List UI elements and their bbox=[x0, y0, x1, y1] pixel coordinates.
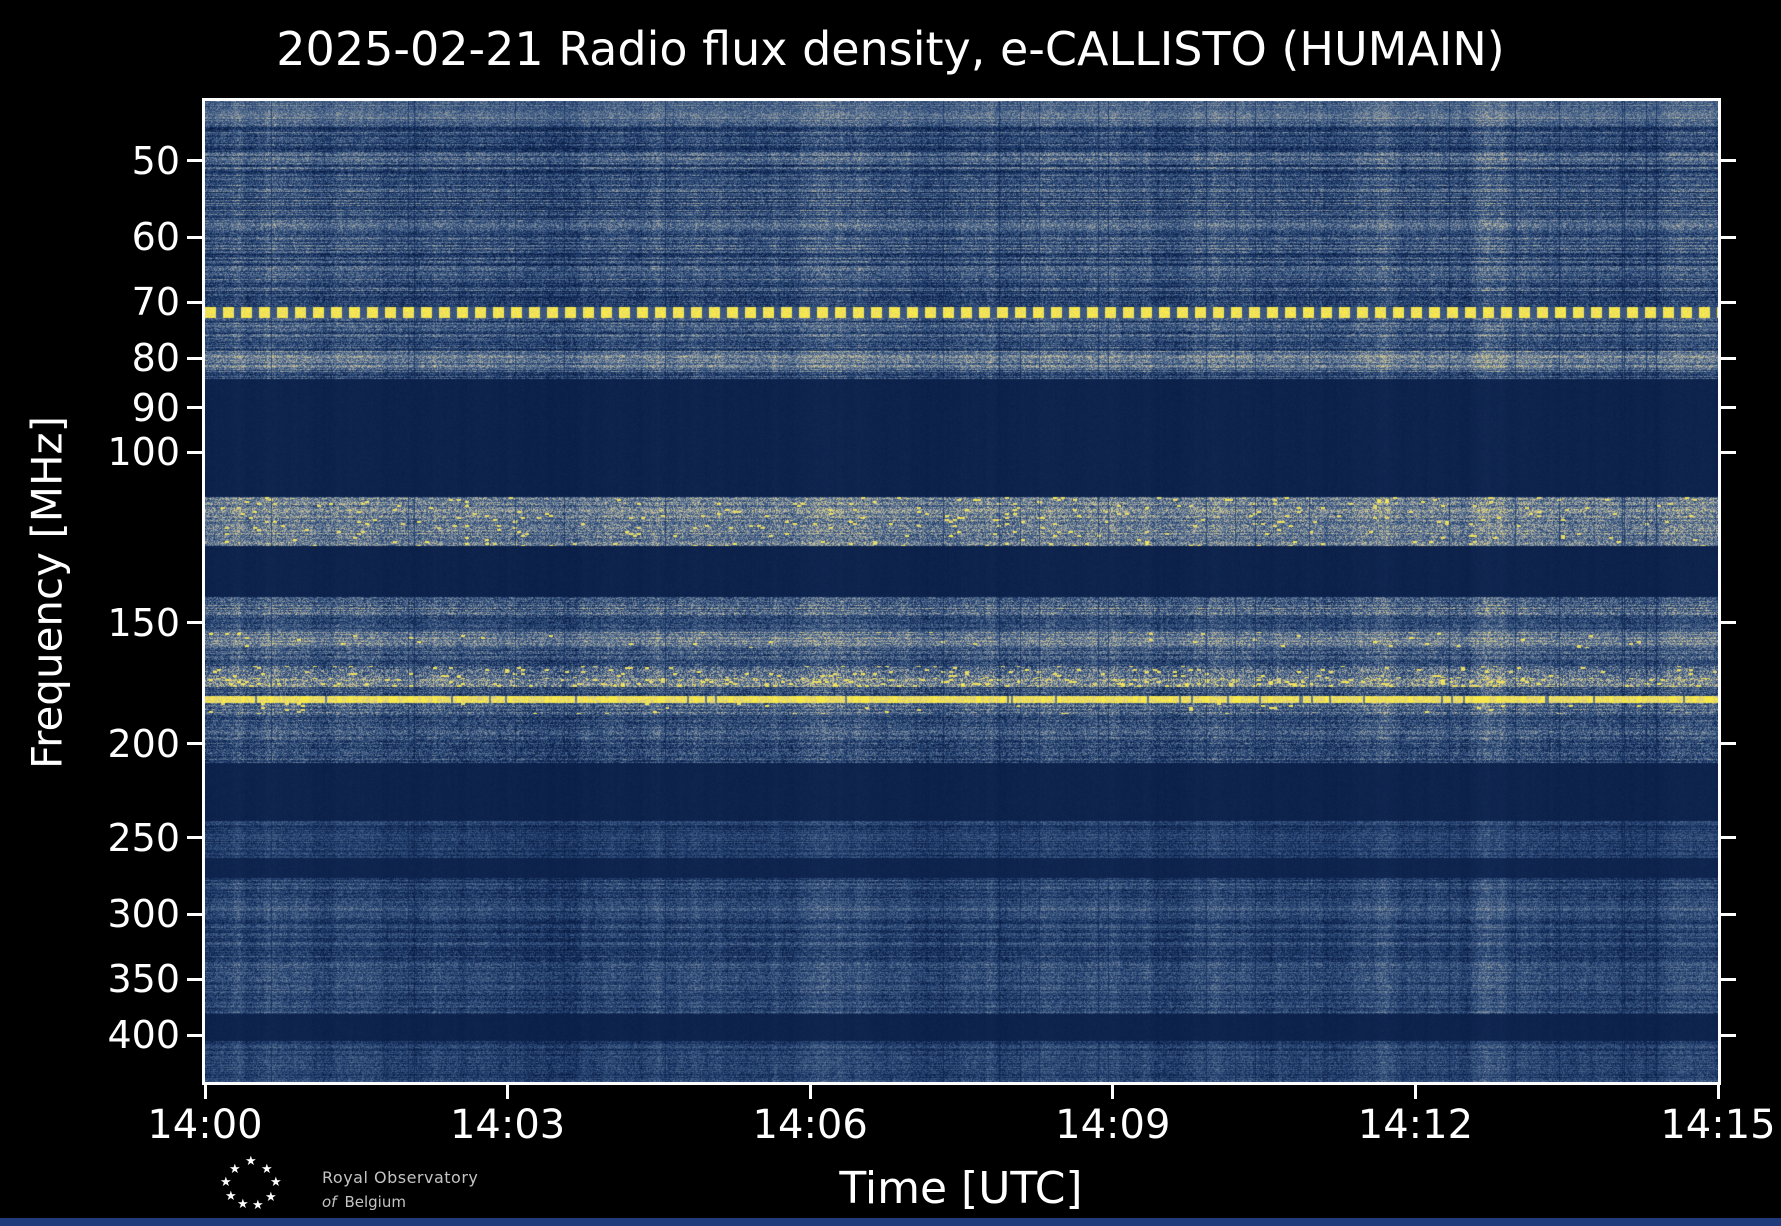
x-tick-label-14:15: 14:15 bbox=[1660, 1102, 1776, 1148]
y-tick-mark bbox=[187, 742, 202, 746]
rob-logo-line2-belgium: Belgium bbox=[344, 1193, 406, 1211]
y-tick-mark bbox=[1721, 1033, 1736, 1037]
x-tick-mark bbox=[1413, 1085, 1417, 1099]
plot-area bbox=[202, 98, 1721, 1085]
x-tick-label-14:06: 14:06 bbox=[752, 1102, 868, 1148]
y-tick-label-150: 150 bbox=[107, 600, 180, 645]
star-icon: ★ bbox=[261, 1162, 273, 1177]
y-tick-mark bbox=[187, 836, 202, 840]
y-tick-label-50: 50 bbox=[131, 138, 180, 183]
star-icon: ★ bbox=[265, 1190, 277, 1205]
star-icon: ★ bbox=[252, 1198, 264, 1213]
y-tick-label-80: 80 bbox=[131, 336, 180, 381]
star-icon: ★ bbox=[245, 1154, 257, 1169]
x-axis-label: Time [UTC] bbox=[839, 1163, 1083, 1214]
x-tick-mark bbox=[808, 1085, 812, 1099]
y-tick-label-60: 60 bbox=[131, 215, 180, 260]
y-tick-mark bbox=[187, 356, 202, 360]
y-tick-mark bbox=[1721, 742, 1736, 746]
spectrogram-canvas bbox=[205, 101, 1718, 1082]
bottom-strip bbox=[0, 1218, 1781, 1226]
y-tick-mark bbox=[1721, 159, 1736, 163]
y-tick-label-250: 250 bbox=[107, 815, 180, 860]
y-tick-mark bbox=[187, 450, 202, 454]
rob-logo-line2-of: of bbox=[322, 1193, 337, 1211]
rob-logo-line2: of Belgium bbox=[322, 1193, 478, 1211]
rob-logo-text: Royal Observatory of Belgium bbox=[322, 1168, 478, 1211]
y-tick-label-200: 200 bbox=[107, 721, 180, 766]
y-tick-mark bbox=[187, 235, 202, 239]
star-icon: ★ bbox=[237, 1197, 249, 1212]
x-tick-label-14:03: 14:03 bbox=[449, 1102, 566, 1148]
y-tick-label-90: 90 bbox=[131, 385, 180, 430]
y-tick-mark bbox=[187, 1033, 202, 1037]
x-tick-label-14:00: 14:00 bbox=[147, 1102, 263, 1148]
y-tick-mark bbox=[1721, 300, 1736, 304]
y-tick-mark bbox=[187, 159, 202, 163]
y-tick-mark bbox=[1721, 836, 1736, 840]
y-tick-mark bbox=[187, 300, 202, 304]
y-tick-mark bbox=[187, 977, 202, 981]
y-tick-mark bbox=[1721, 235, 1736, 239]
y-tick-mark bbox=[1721, 356, 1736, 360]
y-tick-label-100: 100 bbox=[107, 430, 180, 475]
star-icon: ★ bbox=[270, 1175, 282, 1190]
y-tick-mark bbox=[187, 912, 202, 916]
star-icon: ★ bbox=[225, 1189, 237, 1204]
rob-logo-stars: ★ ★ ★ ★ ★ ★ ★ ★ ★ bbox=[218, 1155, 282, 1213]
x-tick-mark bbox=[203, 1085, 207, 1099]
y-tick-mark bbox=[1721, 406, 1736, 410]
y-tick-mark bbox=[1721, 621, 1736, 625]
y-tick-mark bbox=[1721, 977, 1736, 981]
chart-title: 2025-02-21 Radio flux density, e-CALLIST… bbox=[276, 22, 1505, 76]
y-tick-label-350: 350 bbox=[107, 957, 180, 1002]
y-axis-label: Frequency [MHz] bbox=[22, 416, 72, 769]
star-icon: ★ bbox=[220, 1175, 232, 1190]
y-tick-mark bbox=[1721, 450, 1736, 454]
star-icon: ★ bbox=[229, 1162, 241, 1177]
x-tick-mark bbox=[1111, 1085, 1115, 1099]
x-tick-mark bbox=[506, 1085, 510, 1099]
x-tick-mark bbox=[1716, 1085, 1720, 1099]
x-tick-label-14:12: 14:12 bbox=[1357, 1102, 1474, 1148]
y-tick-mark bbox=[187, 406, 202, 410]
rob-logo-line1: Royal Observatory bbox=[322, 1168, 479, 1187]
y-tick-mark bbox=[1721, 912, 1736, 916]
y-tick-label-70: 70 bbox=[131, 280, 180, 325]
y-tick-mark bbox=[187, 621, 202, 625]
y-tick-label-400: 400 bbox=[107, 1013, 180, 1058]
y-tick-label-300: 300 bbox=[107, 892, 180, 937]
x-tick-label-14:09: 14:09 bbox=[1055, 1102, 1171, 1148]
